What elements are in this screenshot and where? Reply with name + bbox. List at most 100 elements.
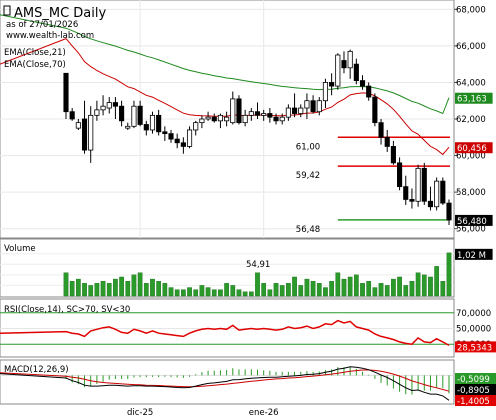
ema-21-line [0, 38, 450, 156]
price-tick-label: 56,000 [456, 225, 486, 235]
volume-bar [310, 280, 316, 297]
rsi-tick-label: 50,0000 [456, 325, 491, 335]
volume-last-tag: 1,02 M [457, 251, 486, 261]
macd-signal-last-tag: -1,4005 [457, 397, 490, 407]
ema-21-last-tag: 60,456 [457, 144, 487, 154]
candle-body [156, 114, 162, 133]
rsi-last-tag-bg [455, 341, 496, 353]
volume-bar [94, 283, 100, 297]
volume-bar [440, 280, 446, 297]
price-axis-ticks [454, 8, 458, 230]
candle-body [149, 114, 156, 131]
macd-line [0, 366, 450, 401]
volume-bar [316, 283, 322, 297]
volume-annotation: 54,91 [246, 260, 270, 270]
volume-bar [113, 278, 118, 297]
volume-bar [187, 287, 192, 297]
candle-body [285, 107, 291, 118]
candle-body [310, 100, 316, 113]
x-tick-label: dic-25 [127, 408, 153, 418]
ema-70-line [0, 14, 450, 115]
candle-body [378, 122, 384, 138]
chart-subtitle: as of 27/01/2026 [6, 20, 78, 30]
volume-axis-labels: 1,02 M [455, 248, 493, 261]
rsi-tick-label: 70,0000 [456, 309, 491, 319]
candle-body [180, 142, 186, 147]
candle-body [205, 116, 211, 120]
candle-body [292, 107, 298, 114]
price-tick-label: 66,000 [456, 42, 486, 52]
candle-body [304, 100, 310, 109]
volume-bar [255, 272, 260, 297]
volume-bar [366, 280, 372, 297]
macd-pane: -0,5099-0,8905-1,4005 MACD(12,26,9) [0, 359, 496, 407]
macd-last-tag-bg [455, 384, 496, 395]
volume-bar [199, 285, 205, 297]
volume-bar [106, 283, 112, 297]
candle-body [94, 109, 100, 116]
candle-body [384, 136, 390, 147]
candle-body [261, 113, 267, 116]
candle-body [267, 113, 273, 118]
price-tick-label: 64,000 [456, 78, 486, 88]
candle-body [341, 60, 347, 69]
candle-body [137, 105, 143, 125]
candle-body [211, 116, 217, 122]
macd-signal-last-tag-bg [455, 395, 496, 406]
volume-bar [150, 278, 155, 297]
candle-body [174, 138, 180, 144]
candle-body [63, 72, 69, 113]
candle-body [347, 50, 353, 69]
candle-body [162, 131, 168, 135]
price-tick-label: 68,000 [456, 5, 486, 15]
volume-bar [323, 287, 328, 297]
candle-body [316, 100, 322, 113]
volume-bar [353, 274, 359, 297]
volume-bar [261, 283, 267, 297]
ema-lines [0, 14, 450, 156]
candle-body [254, 111, 261, 116]
rsi-line [0, 319, 450, 347]
candle-body [193, 122, 199, 131]
price-pane: 61,00 59,42 56,48 68,000 66,000 64,000 62,000… [0, 0, 493, 404]
ema-21-last-tag-bg [455, 142, 493, 154]
volume-bar [224, 283, 229, 297]
volume-bar [119, 276, 124, 297]
volume-bar [100, 280, 106, 297]
last-price-tag: 56,480 [457, 217, 487, 227]
candle-body [446, 202, 452, 221]
candle-body [248, 111, 254, 116]
macd-label: MACD(12,26,9) [4, 365, 69, 375]
volume-bar [421, 274, 427, 297]
volume-bar [415, 272, 421, 297]
candle-body [106, 102, 112, 109]
candle-body [421, 167, 427, 202]
volume-bar [236, 289, 242, 297]
candle-body [217, 114, 223, 122]
macd-hist-last-tag: -0,5099 [457, 375, 490, 385]
volume-bar [409, 280, 415, 297]
candle-body [242, 114, 248, 124]
candle-body [112, 102, 118, 107]
volume-bar [391, 278, 396, 297]
macd-signal-line [0, 369, 450, 392]
candle-body [143, 124, 149, 131]
last-price-tag-bg [455, 214, 493, 226]
rsi-last-tag: 28,5343 [457, 343, 492, 353]
volume-bar [193, 289, 199, 297]
volume-bar [397, 276, 402, 297]
candle-body [440, 180, 446, 204]
candle-body [359, 80, 366, 87]
ema-70-last-tag-bg [455, 92, 493, 104]
ema-70-last-tag: 63,163 [457, 95, 487, 105]
candle-body [353, 63, 359, 82]
volume-bar [242, 291, 248, 297]
level-lines: 61,00 59,42 56,48 [296, 136, 450, 235]
x-tick-label: ene-26 [249, 408, 279, 418]
volume-bar [360, 283, 365, 297]
volume-last-tag-bg [455, 248, 493, 260]
candle-body [168, 133, 174, 140]
volume-bar [428, 276, 433, 297]
